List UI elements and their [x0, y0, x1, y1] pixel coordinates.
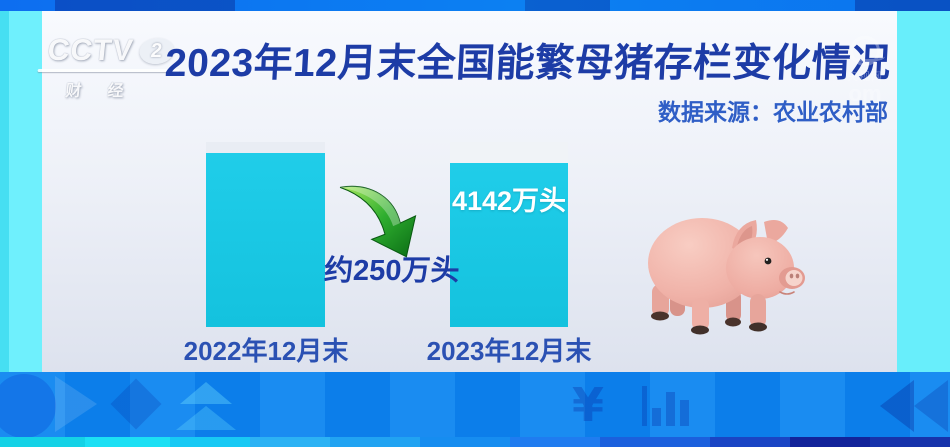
bar-2023-cap	[450, 142, 568, 163]
decrease-arrow-icon	[339, 185, 417, 258]
strip-segment	[0, 437, 85, 447]
page-title: 2023年12月末全国能繁母猪存栏变化情况	[163, 42, 892, 85]
strip-segment	[870, 437, 950, 447]
bar-2022-category-label: 2022年12月末	[183, 336, 349, 366]
strip-segment	[790, 437, 870, 447]
bar-2022-fill	[206, 153, 325, 327]
strip-segment	[420, 437, 510, 447]
bar-2023-fill: 4142万头	[450, 163, 568, 327]
strip-segment	[250, 437, 330, 447]
pattern-chevron-left-icon	[880, 380, 914, 432]
strip-segment	[510, 437, 600, 447]
bar-2022-cap	[206, 142, 325, 153]
pattern-triangle-icon	[55, 376, 97, 432]
bar-2023-value-label: 4142万头	[451, 186, 567, 216]
strip-segment	[600, 437, 710, 447]
yen-symbol-icon: ¥	[572, 378, 605, 432]
top-strip-dark-segment	[55, 0, 235, 11]
bottom-border-strip	[0, 437, 950, 447]
cctv-logo-row: CCTV 2	[37, 34, 180, 72]
bar-2023: 4142万头	[450, 142, 568, 327]
cctv-logo-underline	[37, 69, 180, 72]
bottom-pattern-band	[0, 372, 950, 437]
strip-segment	[85, 437, 170, 447]
top-border-strip	[0, 0, 950, 11]
pattern-tiles	[0, 372, 950, 437]
bar-chart-icon	[642, 386, 694, 426]
strip-segment	[330, 437, 420, 447]
left-accent-strip	[0, 11, 42, 372]
data-source-label: 数据来源：农业农村部	[658, 99, 888, 125]
pattern-chevron-left-icon	[914, 380, 948, 432]
strip-segment	[170, 437, 250, 447]
top-strip-dark-segment	[855, 0, 950, 11]
cctv-logo-caijing: 财经	[64, 83, 151, 100]
pattern-chevron-up-icon	[176, 406, 236, 430]
cctv2-channel-logo: CCTV 2 财经	[37, 34, 180, 101]
pig-icon	[648, 218, 805, 335]
bar-2022	[206, 142, 325, 327]
bar-2023-category-label: 2023年12月末	[426, 336, 592, 366]
strip-segment	[710, 437, 790, 447]
cctv-logo-text: CCTV	[46, 34, 136, 67]
decrease-amount-label: 约250万头	[323, 255, 461, 287]
pattern-chevron-up-icon	[180, 382, 232, 404]
pattern-circle	[0, 374, 56, 438]
top-strip-dark-segment	[525, 0, 610, 11]
right-accent-strip	[897, 11, 950, 372]
